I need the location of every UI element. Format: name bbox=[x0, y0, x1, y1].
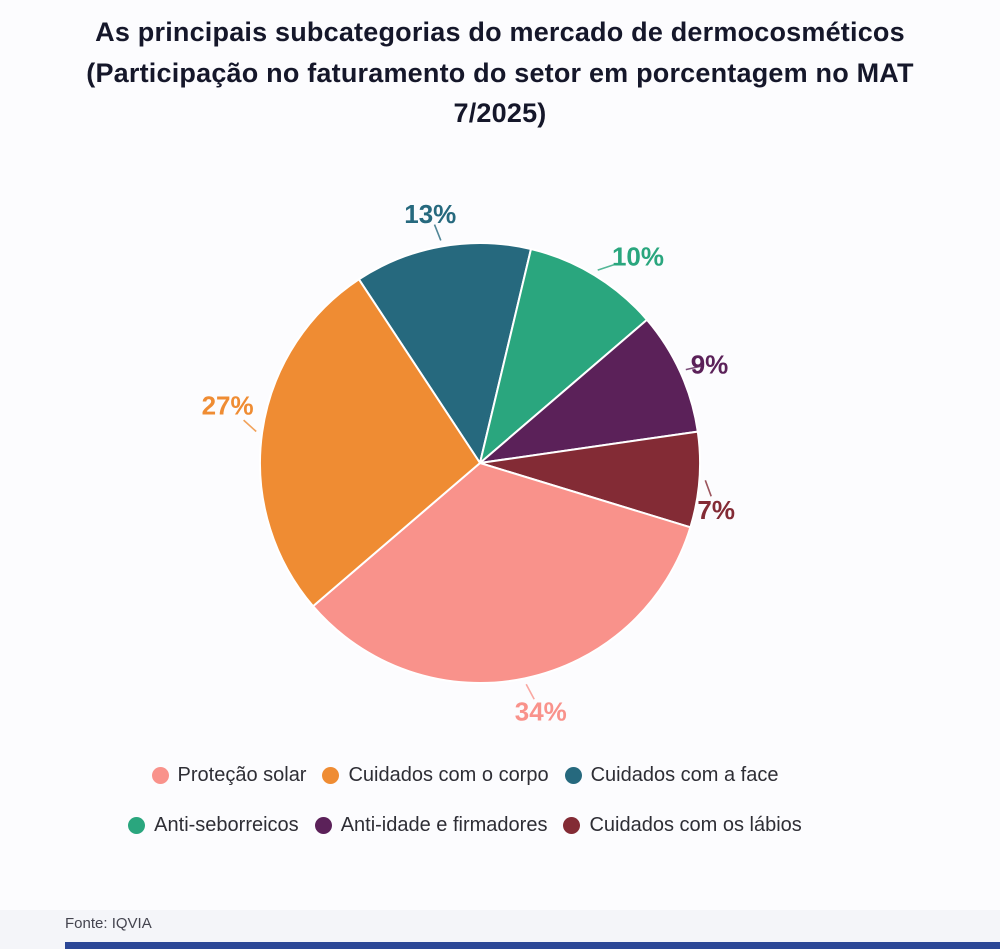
pie-chart: 13% 10% 9% 7% 34% 27% bbox=[202, 199, 735, 726]
legend-item: Anti-idade e firmadores bbox=[314, 813, 548, 837]
legend-row-2: Anti-seborreicos Anti-idade e firmadores C… bbox=[0, 808, 930, 842]
pie-slice-1 bbox=[479, 248, 648, 464]
legend-row-1: Proteção solar Cuidados com o corpo Cuidad… bbox=[0, 758, 930, 792]
chart-title-line-1: As principais subcategorias do mercado d… bbox=[95, 17, 905, 47]
legend-dot-icon bbox=[314, 816, 332, 834]
pie-label-leader-1 bbox=[597, 263, 615, 271]
pie-value-label-2: 9% bbox=[691, 349, 729, 379]
legend-dot-icon bbox=[128, 816, 146, 834]
pie-label-leader-4 bbox=[525, 683, 535, 700]
pie-value-label-4: 34% bbox=[515, 696, 567, 726]
chart-legend: Proteção solar Cuidados com o corpo Cuidad… bbox=[0, 758, 930, 858]
legend-item: Cuidados com os lábios bbox=[563, 813, 802, 837]
chart-title-line-3: 7/2025) bbox=[453, 98, 547, 128]
source-label: Fonte: IQVIA bbox=[65, 915, 152, 932]
legend-dot-icon bbox=[564, 766, 582, 784]
legend-item: Cuidados com o corpo bbox=[322, 763, 549, 787]
legend-label: Anti-idade e firmadores bbox=[340, 813, 548, 836]
legend-label: Cuidados com a face bbox=[590, 763, 779, 786]
legend-label: Proteção solar bbox=[177, 763, 307, 786]
pie-label-leader-3 bbox=[704, 480, 712, 497]
legend-label: Cuidados com o corpo bbox=[348, 763, 549, 786]
pie-value-label-1: 10% bbox=[612, 242, 664, 272]
pie-value-label-3: 7% bbox=[697, 495, 735, 525]
pie-label-leader-0 bbox=[433, 224, 442, 241]
legend-item: Cuidados com a face bbox=[564, 763, 779, 787]
chart-title: As principais subcategorias do mercado d… bbox=[0, 12, 1000, 134]
footer-accent-bar bbox=[65, 942, 1000, 949]
chart-title-line-2: (Participação no faturamento do setor em… bbox=[86, 57, 914, 88]
pie-value-label-5: 27% bbox=[202, 390, 254, 420]
pie-label-leader-2 bbox=[685, 365, 703, 371]
legend-dot-icon bbox=[151, 766, 169, 784]
legend-dot-icon bbox=[322, 766, 340, 784]
pie-slice-2 bbox=[479, 318, 699, 464]
legend-label: Anti-seborreicos bbox=[154, 813, 299, 836]
pie-slice-4 bbox=[312, 462, 692, 684]
legend-item: Anti-seborreicos bbox=[128, 814, 299, 837]
pie-value-label-0: 13% bbox=[404, 199, 456, 229]
legend-item: Proteção solar bbox=[151, 763, 307, 787]
legend-label: Cuidados com os lábios bbox=[589, 813, 802, 836]
pie-slice-0 bbox=[357, 242, 532, 464]
pie-slice-5 bbox=[258, 278, 481, 608]
legend-dot-icon bbox=[563, 816, 581, 834]
pie-label-leader-5 bbox=[243, 419, 257, 433]
